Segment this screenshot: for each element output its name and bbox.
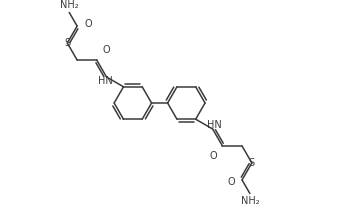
Text: HN: HN [98, 76, 112, 86]
Text: O: O [209, 151, 217, 161]
Text: NH₂: NH₂ [60, 0, 79, 10]
Text: S: S [64, 38, 70, 48]
Text: O: O [84, 19, 92, 29]
Text: NH₂: NH₂ [240, 196, 259, 206]
Text: O: O [227, 177, 235, 187]
Text: S: S [249, 158, 255, 168]
Text: O: O [102, 45, 110, 55]
Text: HN: HN [207, 120, 221, 130]
